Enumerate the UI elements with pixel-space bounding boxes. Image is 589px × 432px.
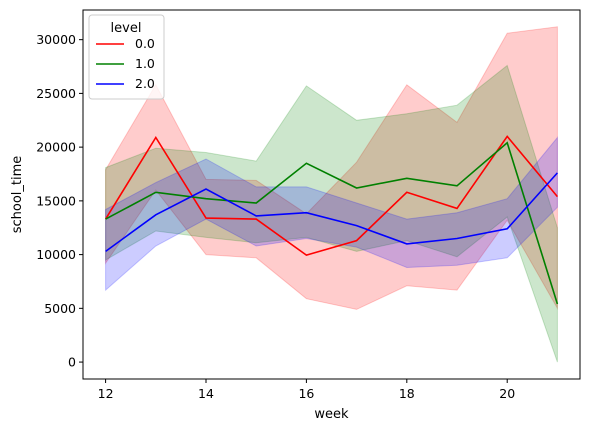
confidence-band-2.0	[105, 136, 558, 292]
y-axis-label: school_time	[10, 156, 25, 234]
plot-frame	[82, 9, 581, 380]
x-axis-ticks: 12 14 16 18 20	[98, 379, 515, 401]
confidence-band-1.0	[105, 64, 558, 363]
y-tick-label: 30000	[36, 32, 76, 47]
y-tick-label: 20000	[36, 140, 76, 155]
x-tick-label: 18	[399, 386, 415, 401]
x-tick-label: 14	[198, 386, 214, 401]
confidence-bands	[105, 26, 558, 363]
legend-label-1.0: 1.0	[135, 56, 155, 71]
series-lines	[104, 135, 559, 305]
y-tick-label: 0	[68, 355, 76, 370]
legend-title: level	[111, 21, 142, 36]
x-tick-label: 16	[298, 386, 314, 401]
x-axis-label: week	[314, 407, 349, 422]
legend-label-0.0: 0.0	[135, 36, 155, 51]
x-tick-label: 20	[499, 386, 515, 401]
y-axis-ticks: 0 5000 10000 15000 20000 25000 30000	[36, 32, 83, 370]
confidence-band-0.0	[105, 26, 558, 311]
y-tick-label: 5000	[44, 301, 76, 316]
legend-label-2.0: 2.0	[135, 76, 155, 91]
y-tick-label: 15000	[36, 193, 76, 208]
series-line-1.0	[105, 141, 559, 305]
x-tick-label: 12	[98, 386, 114, 401]
legend-box	[88, 14, 165, 100]
series-line-2.0	[105, 172, 558, 253]
series-line-0.0	[104, 135, 559, 256]
y-tick-label: 10000	[36, 247, 76, 262]
y-tick-label: 25000	[36, 86, 76, 101]
legend: level 0.0 1.0 2.0	[88, 14, 165, 100]
